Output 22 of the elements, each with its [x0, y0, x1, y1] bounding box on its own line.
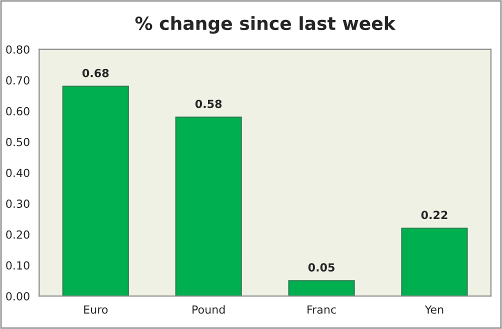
bar	[288, 280, 355, 296]
data-label: 0.68	[82, 68, 109, 78]
y-tick-label: 0.40	[6, 168, 30, 178]
y-tick-label: 0.70	[6, 76, 30, 85]
x-tick-label: Pound	[192, 305, 225, 314]
y-tick-label: 0.80	[6, 45, 30, 54]
x-tick-label: Franc	[308, 305, 336, 314]
x-tick-label: Yen	[424, 305, 444, 314]
y-tick-label: 0.50	[6, 138, 30, 146]
chart-title: % change since last week	[135, 16, 396, 34]
data-label: 0.58	[195, 100, 222, 108]
y-tick-label: 0.30	[6, 200, 30, 208]
y-tick-label: 0.10	[6, 261, 30, 270]
bar	[62, 86, 129, 296]
y-tick-label: 0.00	[6, 292, 30, 300]
bar	[401, 228, 468, 296]
data-label: 0.22	[421, 210, 448, 220]
x-tick-label: Euro	[84, 305, 108, 314]
data-label: 0.05	[308, 263, 334, 272]
y-tick-label: 0.60	[6, 107, 30, 116]
y-tick-label: 0.20	[6, 230, 30, 239]
bar	[175, 116, 242, 296]
